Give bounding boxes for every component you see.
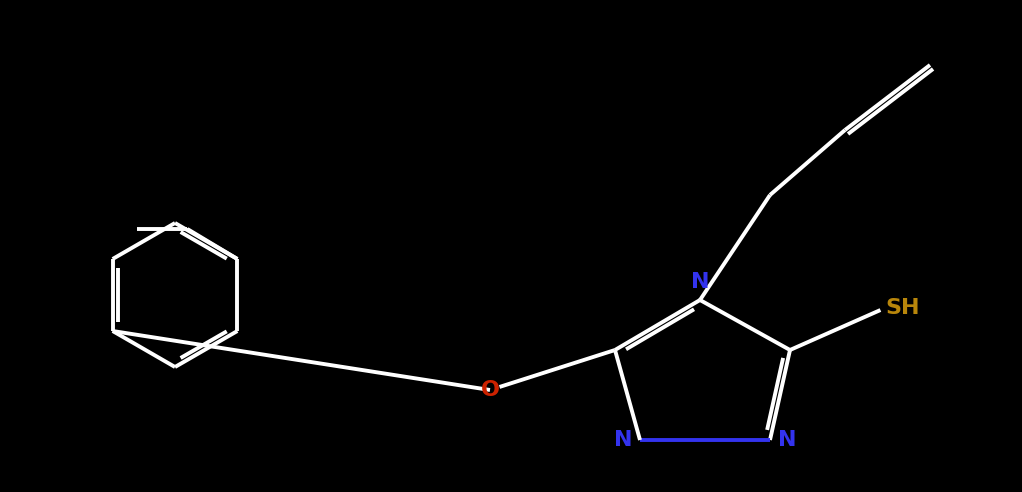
Text: N: N (778, 430, 796, 450)
Text: N: N (691, 272, 709, 292)
Text: SH: SH (885, 298, 920, 318)
Text: N: N (613, 430, 632, 450)
Text: O: O (480, 380, 500, 400)
